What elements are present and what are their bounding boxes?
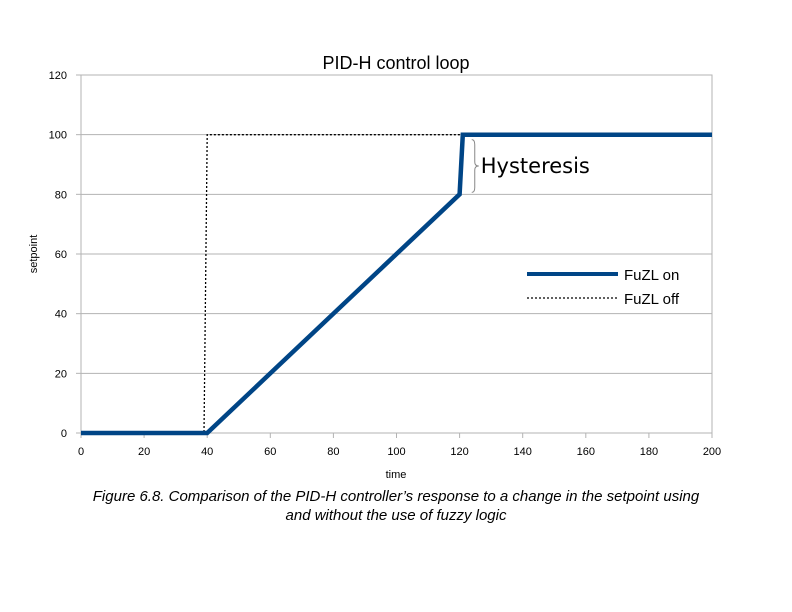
annotation-group: Hysteresis	[471, 139, 590, 193]
x-tick-label-20: 20	[138, 446, 150, 458]
x-tick-label-100: 100	[387, 446, 405, 458]
hysteresis-brace	[471, 139, 479, 193]
y-tick-label-80: 80	[55, 189, 67, 201]
chart-title: PID-H control loop	[322, 53, 469, 73]
series-line-fuzl-on	[81, 132, 712, 436]
x-tick-label-140: 140	[514, 446, 532, 458]
figure-caption: Figure 6.8. Comparison of the PID-H cont…	[20, 487, 772, 525]
y-tick-label-120: 120	[49, 70, 67, 82]
caption-line-1: Figure 6.8. Comparison of the PID-H cont…	[92, 488, 700, 505]
series-line-fuzl-off	[81, 134, 463, 434]
x-tick-label-160: 160	[577, 446, 595, 458]
x-tick-label-80: 80	[327, 446, 339, 458]
y-tick-label-60: 60	[55, 249, 67, 261]
x-tick-label-0: 0	[78, 446, 84, 458]
x-axis: 0 20 40 60 80 100 120 140 160 180 200	[78, 433, 721, 458]
x-tick-label-60: 60	[264, 446, 276, 458]
x-axis-label: time	[386, 469, 407, 480]
y-axis: 0 20 40 60 80 100 120	[49, 70, 81, 440]
legend-label-fuzl-off: FuZL off	[624, 291, 680, 308]
x-tick-label-200: 200	[703, 446, 721, 458]
x-tick-label-120: 120	[450, 446, 468, 458]
x-tick-label-40: 40	[201, 446, 213, 458]
y-tick-label-20: 20	[55, 368, 67, 380]
y-axis-label: setpoint	[28, 235, 40, 274]
legend: FuZL on FuZL off	[527, 267, 680, 308]
y-tick-label-100: 100	[49, 130, 67, 142]
y-tick-label-0: 0	[61, 428, 67, 440]
x-tick-label-180: 180	[640, 446, 658, 458]
caption-line-2: and without the use of fuzzy logic	[285, 507, 507, 524]
series-group	[81, 132, 712, 436]
legend-label-fuzl-on: FuZL on	[624, 267, 679, 284]
chart: PID-H control loop 0 20 40 60 80 100 120 0 20 40…	[28, 53, 721, 480]
hysteresis-label: Hysteresis	[481, 154, 590, 178]
y-tick-label-40: 40	[55, 309, 67, 321]
